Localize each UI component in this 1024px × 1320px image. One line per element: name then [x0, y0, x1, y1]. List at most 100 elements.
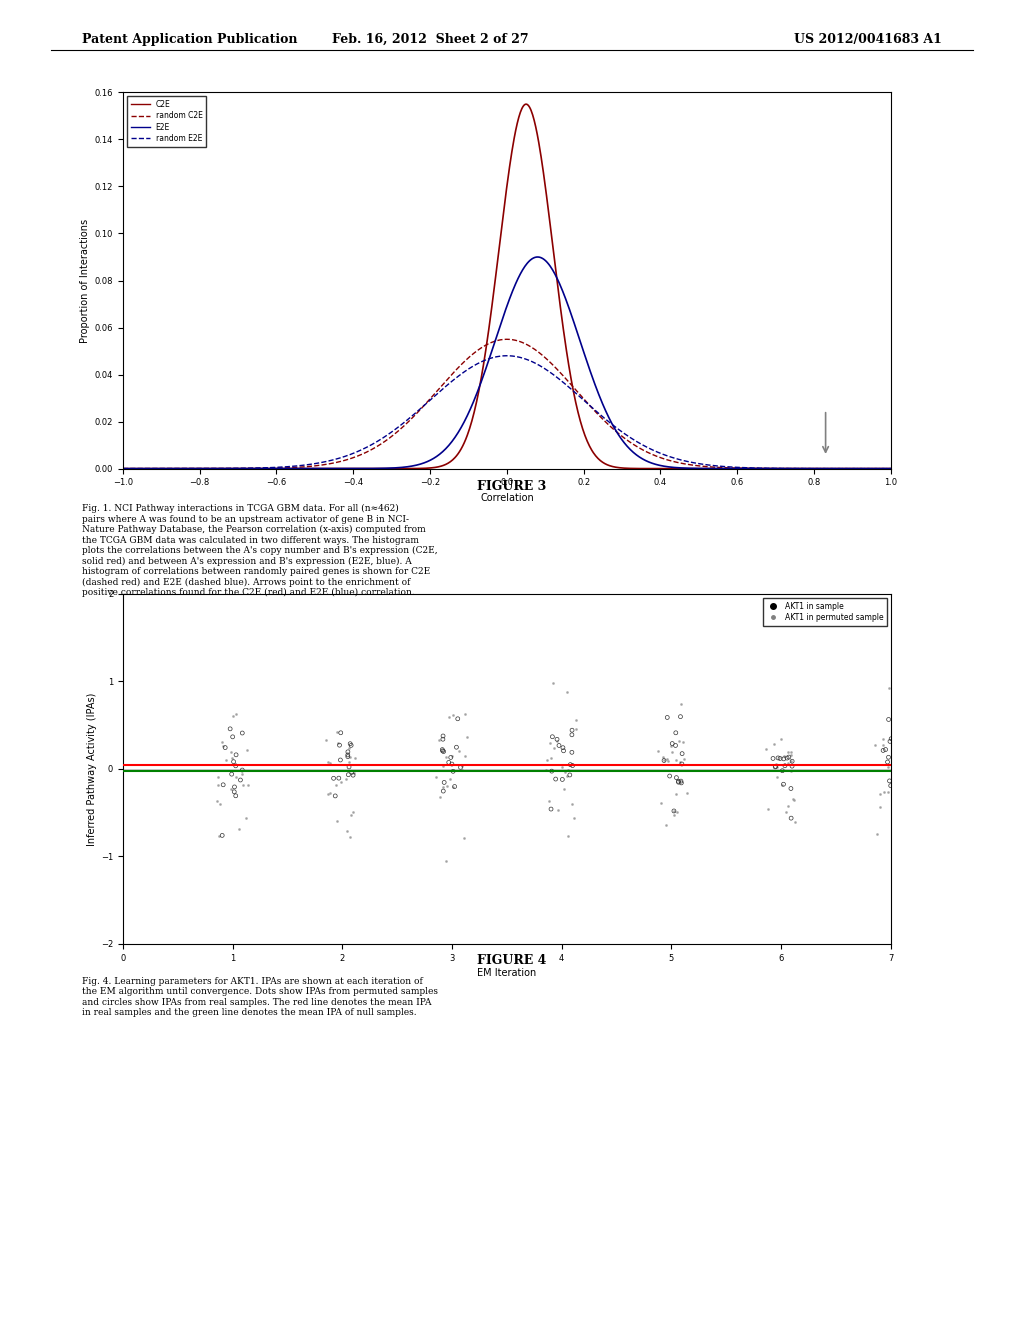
Point [435, 741, 452, 762]
Point [317, 730, 334, 751]
Point [446, 776, 463, 797]
Point [891, 759, 907, 780]
Point [774, 760, 791, 781]
Point [222, 718, 239, 739]
Point [889, 752, 905, 774]
Point [564, 793, 581, 814]
Point [225, 751, 242, 772]
Point [543, 799, 559, 820]
Point [871, 783, 888, 804]
Point [673, 693, 689, 714]
Point [659, 708, 676, 729]
Point [874, 739, 891, 760]
Text: FIGURE 4: FIGURE 4 [477, 954, 547, 968]
Point [457, 704, 473, 725]
Point [227, 785, 244, 807]
Point [436, 772, 453, 793]
Point [240, 775, 256, 796]
Point [779, 752, 796, 774]
Point [435, 729, 452, 750]
Point [322, 752, 338, 774]
Line: random E2E: random E2E [123, 356, 891, 469]
random E2E [501, 348, 513, 364]
Point [779, 742, 796, 763]
Point [673, 771, 689, 792]
random C2E [455, 356, 467, 372]
Point [659, 750, 676, 771]
Point [209, 791, 225, 812]
Point [666, 800, 682, 821]
Point [319, 784, 336, 805]
Point [671, 731, 687, 752]
E2E [117, 461, 129, 477]
Point [775, 746, 792, 767]
Point [668, 722, 684, 743]
Point [224, 726, 241, 747]
Point [340, 744, 356, 766]
Point [555, 779, 571, 800]
Point [898, 684, 914, 705]
Point [779, 796, 796, 817]
Legend: C2E, random C2E, E2E, random E2E: C2E, random C2E, E2E, random E2E [127, 96, 207, 147]
Point [544, 726, 560, 747]
Point [456, 828, 472, 849]
Point [558, 766, 574, 787]
Point [663, 735, 679, 756]
Point [783, 742, 800, 763]
Line: E2E: E2E [123, 257, 891, 469]
Point [227, 755, 244, 776]
Point [768, 752, 784, 774]
Point [669, 767, 685, 788]
C2E [645, 461, 657, 477]
Point [539, 750, 555, 771]
Point [666, 804, 682, 825]
Point [785, 789, 802, 810]
Point [881, 677, 897, 698]
Point [767, 756, 783, 777]
Point [457, 746, 473, 767]
Point [228, 704, 245, 725]
Line: C2E: C2E [123, 104, 891, 469]
X-axis label: Correlation: Correlation [480, 492, 534, 503]
Point [227, 767, 244, 788]
Point [434, 741, 451, 762]
Point [344, 801, 360, 822]
Point [330, 733, 346, 754]
Point [326, 768, 342, 789]
Point [679, 783, 695, 804]
Point [454, 759, 470, 780]
random C2E [501, 331, 513, 347]
Text: Patent Application Publication: Patent Application Publication [82, 33, 297, 46]
Point [217, 737, 233, 758]
Point [240, 739, 256, 760]
Point [225, 705, 242, 726]
Point [340, 746, 356, 767]
Point [341, 751, 357, 772]
Point [329, 721, 345, 742]
Point [786, 812, 803, 833]
Point [871, 796, 888, 817]
random E2E [117, 461, 129, 477]
Point [670, 771, 686, 792]
Point [234, 722, 251, 743]
Point [232, 770, 249, 791]
Point [544, 760, 560, 781]
Point [760, 799, 776, 820]
Point [654, 746, 671, 767]
Point [882, 771, 898, 792]
Point [214, 735, 230, 756]
Point [548, 731, 564, 752]
Point [341, 737, 357, 758]
Point [443, 754, 460, 775]
Point [673, 706, 689, 727]
Point [214, 825, 230, 846]
Point [773, 729, 790, 750]
Point [329, 810, 345, 832]
Point [892, 719, 908, 741]
Point [554, 756, 570, 777]
Point [767, 756, 783, 777]
Point [233, 763, 250, 784]
Point [785, 788, 802, 809]
C2E [717, 461, 729, 477]
C2E [455, 441, 467, 457]
